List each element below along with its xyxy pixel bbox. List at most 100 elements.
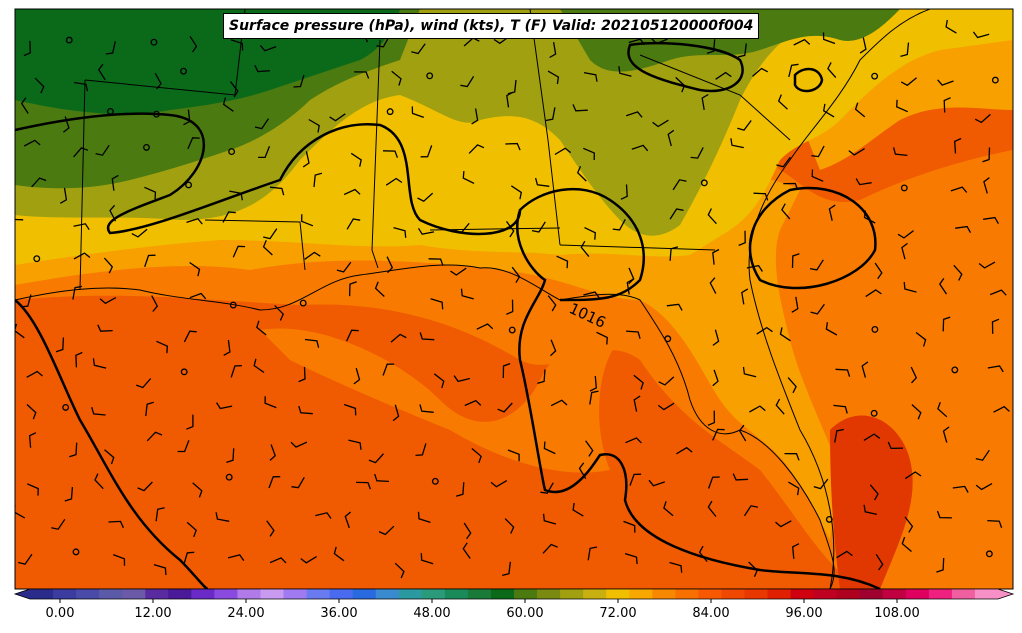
wind-barb: [737, 43, 747, 58]
colorbar-segment: [790, 589, 815, 599]
wind-barb: [706, 39, 716, 54]
wind-barb: [813, 478, 829, 490]
wind-barb: [390, 333, 407, 343]
temp-region-warm-gulf: [260, 328, 620, 473]
wind-barb: [939, 278, 948, 295]
colorbar-segment: [951, 589, 976, 599]
wind-barb: [629, 473, 642, 486]
wind-barb: [346, 218, 361, 230]
wind-barb: [506, 91, 514, 108]
wind-barb: [20, 97, 29, 114]
wind-barb: [97, 324, 113, 332]
wind-barb: [775, 398, 785, 415]
calm-wind-marker: [951, 366, 959, 374]
colorbar-segment: [560, 589, 584, 599]
wind-barb: [810, 303, 825, 315]
wind-barb: [353, 367, 361, 385]
calm-wind-marker: [150, 38, 158, 46]
wind-barb: [712, 369, 719, 387]
wind-barb: [783, 182, 799, 191]
wind-barb: [625, 437, 642, 444]
wind-barb: [15, 323, 25, 339]
wind-barb: [394, 562, 405, 579]
wind-barb: [75, 351, 83, 368]
wind-barb: [376, 35, 390, 48]
wind-barb: [227, 554, 245, 561]
wind-barb: [386, 256, 394, 274]
wind-barb: [982, 147, 991, 163]
calm-wind-marker: [426, 72, 434, 80]
wind-barb: [972, 31, 990, 39]
colorbar-segment: [260, 589, 285, 599]
wind-barb: [863, 433, 881, 441]
wind-barb: [730, 138, 744, 149]
wind-barb: [749, 405, 766, 413]
wind-barb: [433, 373, 445, 389]
isobar-north-low: [627, 41, 744, 93]
state-border-6: [529, 9, 561, 246]
wind-barb: [333, 546, 345, 562]
wind-barb: [229, 81, 239, 98]
wind-barb: [419, 404, 434, 413]
wind-barb: [953, 264, 963, 281]
wind-barb: [108, 520, 124, 529]
wind-barb: [471, 108, 479, 125]
wind-barb: [547, 70, 560, 85]
wind-barb: [583, 291, 600, 299]
wind-barb: [892, 147, 908, 157]
wind-barb: [304, 338, 320, 348]
wind-barb: [543, 441, 556, 455]
calm-wind-marker: [62, 403, 70, 411]
wind-barb: [828, 204, 836, 221]
wind-barb: [669, 208, 684, 220]
colorbar-extend-high: [998, 589, 1013, 599]
wind-barb: [62, 116, 70, 133]
wind-barb: [975, 449, 990, 461]
wind-barb: [863, 210, 876, 224]
wind-barb: [253, 358, 265, 374]
wind-barb: [707, 410, 716, 426]
colorbar-segment: [168, 589, 192, 599]
wind-barb: [991, 318, 1000, 334]
colorbar-tick-label: 72.00: [599, 606, 637, 621]
calm-wind-marker: [825, 515, 833, 523]
colorbar-segment: [721, 589, 745, 599]
wind-barb: [809, 259, 824, 271]
wind-barb: [936, 510, 952, 519]
wind-barb: [510, 185, 523, 200]
wind-barb: [216, 402, 233, 410]
calm-wind-marker: [870, 409, 878, 417]
state-border-7: [559, 244, 716, 251]
wind-barb: [230, 364, 242, 378]
colorbar-segment: [836, 589, 861, 599]
wind-barb: [137, 481, 153, 492]
colorbar-extend-low: [15, 589, 30, 599]
wind-barb: [620, 184, 628, 200]
colorbar-segment: [882, 589, 907, 599]
colorbar-tick-label: 60.00: [506, 606, 544, 621]
wind-barb: [23, 139, 41, 147]
wind-barb: [652, 119, 669, 128]
wind-barb: [628, 38, 646, 46]
wind-barb: [748, 561, 758, 577]
wind-barb: [153, 563, 167, 576]
wind-barb: [98, 63, 106, 81]
wind-barb: [476, 323, 494, 330]
wind-barb: [504, 518, 515, 534]
colorbar-segment: [421, 589, 446, 599]
wind-barb: [788, 481, 800, 496]
calm-wind-marker: [180, 67, 187, 75]
wind-barb: [463, 522, 472, 540]
wind-barb: [144, 254, 156, 268]
colorbar-segment: [214, 589, 238, 599]
colorbar-segment: [698, 589, 722, 599]
wind-barb: [368, 453, 384, 464]
wind-barb: [266, 520, 275, 537]
wind-barb: [531, 221, 546, 233]
wind-barb: [784, 452, 800, 461]
wind-barb: [540, 482, 554, 494]
wind-barb: [215, 512, 230, 522]
wind-barb: [822, 32, 836, 45]
wind-barb: [415, 443, 427, 457]
